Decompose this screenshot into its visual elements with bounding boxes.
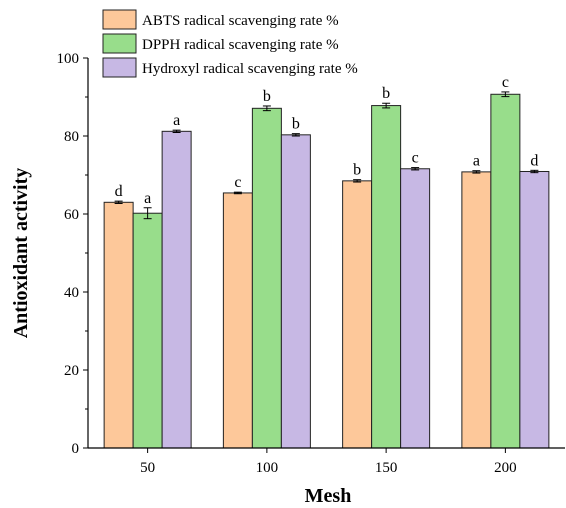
significance-label-2-1: b: [292, 116, 300, 133]
legend: ABTS radical scavenging rate % DPPH radic…: [102, 9, 358, 78]
x-tick-label: 200: [494, 460, 517, 476]
y-tick-label: 100: [57, 51, 80, 67]
significance-label-1-1: b: [263, 88, 271, 105]
legend-swatch-1: [102, 33, 137, 54]
significance-label-2-2: c: [412, 150, 419, 167]
axes-layer: 0 20 40 60 80 100 50 100 150 200: [57, 51, 565, 476]
x-tick-label: 100: [256, 460, 279, 476]
significance-label-2-3: d: [530, 152, 538, 169]
x-axis-title: Mesh: [305, 485, 352, 507]
significance-label-0-3: a: [473, 153, 480, 170]
bar-1-0: [132, 212, 163, 449]
significance-label-0-1: c: [234, 174, 241, 191]
bars-layer: d a a c b b b b c a c d: [103, 74, 550, 449]
y-tick-label: 80: [64, 129, 79, 145]
significance-label-0-0: d: [115, 183, 123, 200]
legend-swatch-2: [102, 57, 137, 78]
significance-label-1-2: b: [382, 85, 390, 102]
legend-label-2: Hydroxyl radical scavenging rate %: [142, 61, 358, 77]
x-tick-label: 50: [140, 460, 155, 476]
significance-label-1-3: c: [502, 74, 509, 91]
bar-2-0: [161, 130, 192, 449]
bar-2-2: [400, 168, 431, 449]
bar-1-1: [251, 107, 282, 449]
bar-2-1: [280, 134, 311, 449]
bar-0-0: [103, 201, 134, 449]
bar-2-3: [519, 170, 550, 449]
significance-label-2-0: a: [173, 112, 180, 129]
bar-0-1: [222, 192, 253, 449]
y-tick-label: 20: [64, 363, 79, 379]
bar-1-3: [490, 93, 521, 449]
bar-1-2: [371, 105, 402, 449]
legend-label-0: ABTS radical scavenging rate %: [142, 13, 339, 29]
x-tick-label: 150: [375, 460, 398, 476]
y-tick-label: 40: [64, 285, 79, 301]
bar-0-2: [342, 180, 373, 449]
bar-0-3: [461, 171, 492, 449]
y-axis-title: Antioxidant activity: [10, 168, 32, 339]
legend-swatch-0: [102, 9, 137, 30]
y-tick-label: 0: [72, 441, 80, 457]
significance-label-1-0: a: [144, 190, 151, 207]
significance-label-0-2: b: [353, 162, 361, 179]
legend-label-1: DPPH radical scavenging rate %: [142, 37, 339, 53]
y-tick-label: 60: [64, 207, 79, 223]
